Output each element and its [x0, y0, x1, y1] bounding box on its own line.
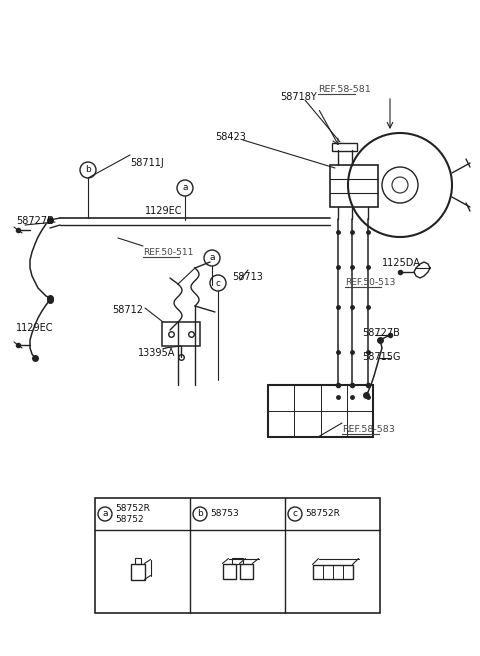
Text: 13395A: 13395A: [138, 348, 175, 358]
Text: 58712: 58712: [112, 305, 143, 315]
Text: REF.50-511: REF.50-511: [143, 248, 193, 257]
Text: 58711J: 58711J: [130, 158, 164, 168]
Text: 58718Y: 58718Y: [280, 92, 317, 102]
Text: a: a: [102, 510, 108, 518]
Text: 58752: 58752: [115, 515, 144, 524]
Bar: [134, 558, 141, 564]
Bar: [95, 498, 380, 613]
Text: REF.50-513: REF.50-513: [345, 278, 396, 287]
Text: b: b: [85, 165, 91, 174]
Text: 1129EC: 1129EC: [145, 206, 182, 216]
Text: 1129EC: 1129EC: [16, 323, 53, 333]
Text: REF.58-583: REF.58-583: [342, 425, 395, 434]
Text: 58752R: 58752R: [115, 504, 150, 513]
Bar: [268, 385, 373, 437]
Text: c: c: [216, 279, 220, 287]
Text: b: b: [197, 510, 203, 518]
Bar: [131, 564, 144, 579]
Bar: [231, 558, 242, 564]
Text: c: c: [292, 510, 298, 518]
Text: 58727B: 58727B: [362, 328, 400, 338]
Bar: [162, 322, 200, 346]
Bar: [312, 565, 352, 579]
Text: 58752R: 58752R: [305, 509, 340, 518]
Bar: [223, 564, 236, 579]
Text: a: a: [182, 184, 188, 192]
Text: 58715G: 58715G: [362, 352, 400, 362]
Text: 58727B: 58727B: [16, 216, 54, 226]
Bar: [332, 143, 357, 151]
Text: 58423: 58423: [215, 132, 246, 142]
Bar: [330, 165, 378, 207]
Text: 58753: 58753: [210, 509, 239, 518]
Bar: [240, 564, 252, 579]
Text: 1125DA: 1125DA: [382, 258, 421, 268]
Text: a: a: [209, 253, 215, 262]
Text: REF.58-581: REF.58-581: [318, 85, 371, 94]
Text: 58713: 58713: [232, 272, 263, 282]
